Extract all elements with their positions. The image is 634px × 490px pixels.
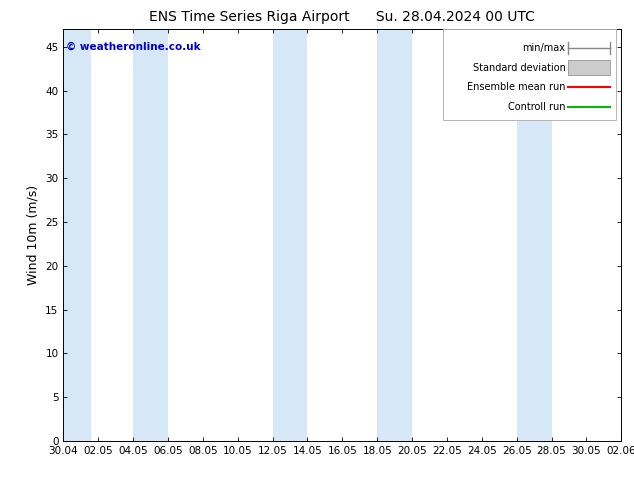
- Bar: [273, 29, 307, 441]
- Title: ENS Time Series Riga Airport      Su. 28.04.2024 00 UTC: ENS Time Series Riga Airport Su. 28.04.2…: [150, 10, 535, 24]
- Bar: [377, 29, 412, 441]
- Text: Standard deviation: Standard deviation: [473, 63, 566, 73]
- Bar: [517, 29, 552, 441]
- Bar: [621, 29, 634, 441]
- Bar: [133, 29, 168, 441]
- Text: Ensemble mean run: Ensemble mean run: [467, 82, 566, 93]
- Text: Controll run: Controll run: [508, 102, 566, 112]
- Polygon shape: [443, 29, 616, 120]
- Text: © weatheronline.co.uk: © weatheronline.co.uk: [66, 42, 201, 52]
- Bar: [63, 29, 91, 441]
- Polygon shape: [568, 60, 610, 75]
- Text: min/max: min/max: [522, 43, 566, 53]
- Y-axis label: Wind 10m (m/s): Wind 10m (m/s): [27, 185, 40, 285]
